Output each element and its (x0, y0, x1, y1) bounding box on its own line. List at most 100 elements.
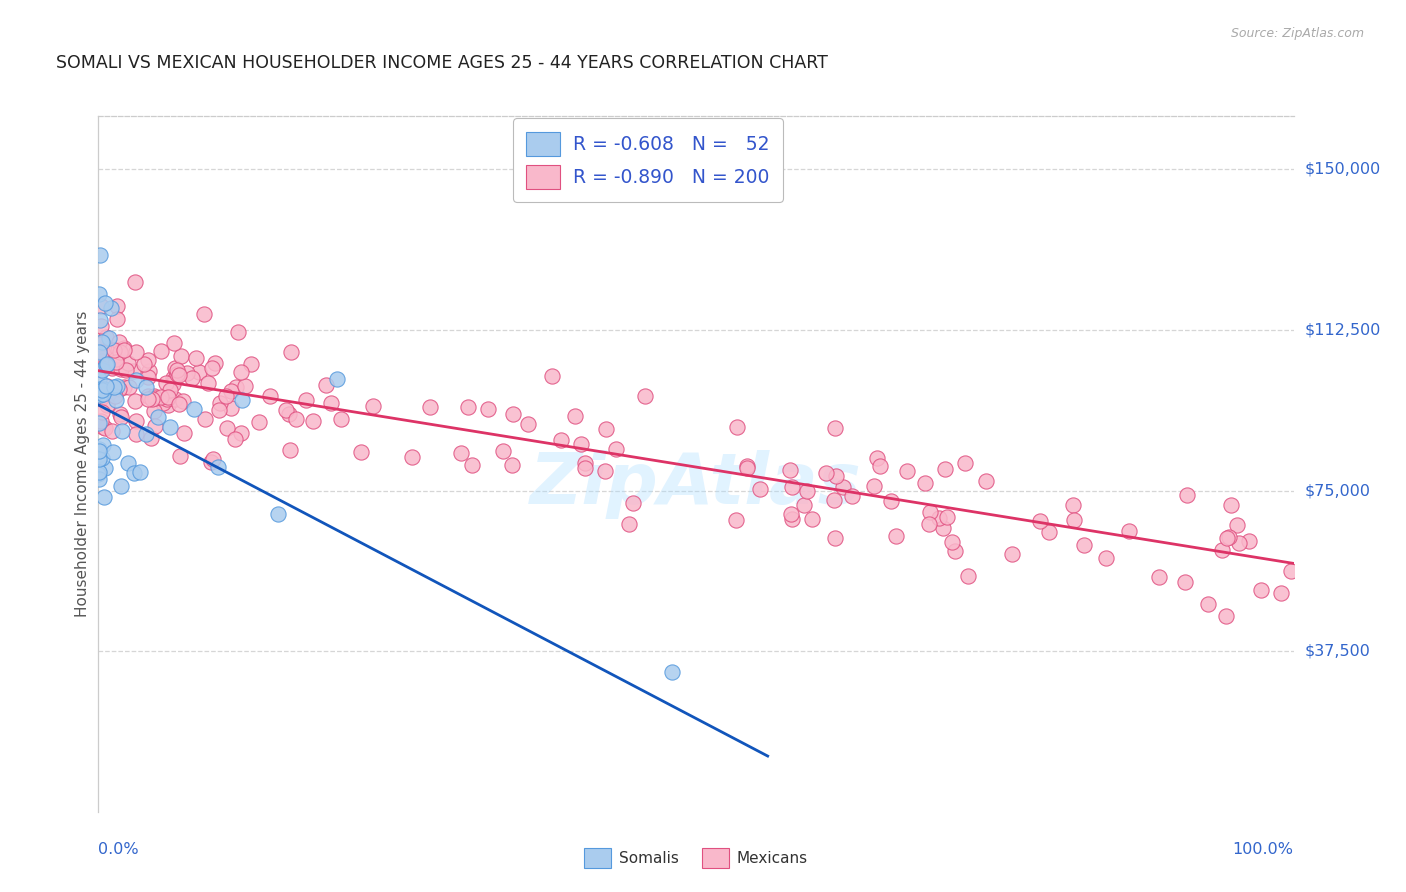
Point (93, 382, 115, 396)
Point (1174, 575, 1197, 590)
Point (135, 379, 157, 393)
Point (502, 408, 524, 422)
Point (103, 380, 125, 394)
Point (121, 364, 143, 378)
Point (150, 390, 173, 404)
Point (280, 344, 302, 359)
Point (814, 466, 837, 480)
Point (91, 451, 114, 466)
Point (181, 370, 204, 384)
Point (492, 444, 515, 458)
Point (1270, 586, 1292, 600)
Point (224, 432, 246, 446)
Point (204, 356, 226, 370)
Point (91, 363, 114, 377)
Point (735, 460, 758, 475)
Point (157, 390, 180, 404)
Point (215, 388, 238, 402)
Point (91, 387, 114, 401)
Point (782, 512, 804, 526)
Point (162, 373, 184, 387)
Point (172, 394, 194, 409)
Point (87, 452, 110, 467)
Point (105, 355, 128, 369)
Point (1029, 514, 1052, 528)
Point (125, 414, 148, 428)
Point (87, 344, 110, 359)
Point (118, 379, 141, 393)
Point (943, 543, 966, 558)
Point (136, 353, 159, 368)
Point (91, 405, 114, 419)
Text: SOMALI VS MEXICAN HOUSEHOLDER INCOME AGES 25 - 44 YEARS CORRELATION CHART: SOMALI VS MEXICAN HOUSEHOLDER INCOME AGE… (56, 54, 828, 71)
Point (110, 410, 132, 425)
Point (928, 511, 950, 525)
Point (735, 459, 758, 474)
Point (139, 431, 162, 445)
Point (96, 357, 118, 371)
Point (152, 395, 174, 409)
Point (1220, 498, 1243, 512)
Point (267, 507, 290, 521)
Point (207, 460, 229, 475)
Point (1073, 538, 1095, 552)
Point (564, 409, 586, 424)
Point (219, 384, 242, 398)
Point (194, 411, 217, 425)
Point (219, 401, 242, 416)
Point (419, 400, 441, 414)
Point (112, 343, 135, 358)
Point (605, 442, 627, 457)
Point (129, 466, 152, 480)
Point (143, 419, 166, 434)
Point (156, 392, 179, 407)
Text: 100.0%: 100.0% (1233, 842, 1294, 857)
Point (225, 380, 247, 394)
Point (108, 407, 131, 421)
Point (138, 363, 160, 377)
Point (166, 367, 188, 381)
Point (125, 373, 148, 387)
Point (1001, 547, 1024, 561)
Point (89, 248, 111, 262)
Point (103, 343, 125, 357)
Point (96, 379, 118, 393)
Point (725, 420, 748, 434)
Point (450, 446, 472, 460)
Point (278, 407, 301, 421)
Point (914, 476, 936, 491)
Point (111, 424, 134, 438)
Point (918, 505, 941, 519)
Text: $112,500: $112,500 (1305, 323, 1381, 337)
Point (94, 379, 117, 393)
Text: $75,000: $75,000 (1305, 483, 1371, 498)
Legend: Somalis, Mexicans: Somalis, Mexicans (578, 842, 814, 873)
Point (832, 480, 855, 494)
Point (87, 286, 110, 301)
Point (634, 389, 657, 403)
Point (823, 493, 845, 508)
Point (1038, 524, 1060, 539)
Point (779, 463, 801, 477)
Point (841, 490, 863, 504)
Point (595, 422, 617, 436)
Point (163, 336, 186, 351)
Point (217, 421, 239, 435)
Point (621, 496, 644, 510)
Point (117, 356, 139, 370)
Text: $37,500: $37,500 (1305, 644, 1371, 658)
Point (89, 383, 111, 397)
Y-axis label: Householder Income Ages 25 - 44 years: Householder Income Ages 25 - 44 years (75, 310, 90, 617)
Point (162, 371, 184, 385)
Point (110, 362, 132, 376)
Point (90, 300, 112, 314)
Point (457, 401, 479, 415)
Point (104, 392, 127, 407)
Point (276, 403, 298, 417)
Point (90, 413, 112, 427)
Point (187, 365, 209, 379)
Point (825, 469, 848, 483)
Point (166, 363, 188, 377)
Point (208, 403, 231, 417)
Point (501, 458, 523, 473)
